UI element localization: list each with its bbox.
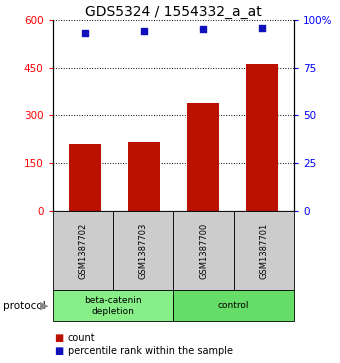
Point (141, 28, 147, 34)
Bar (245, 65, 278, 211)
Point (259, 25, 265, 30)
Point (200, 26, 206, 32)
Text: GSM1387702: GSM1387702 (79, 223, 87, 278)
Bar (128, 142, 160, 211)
Text: GSM1387700: GSM1387700 (199, 223, 208, 278)
Bar (69, 144, 101, 211)
Text: ▶: ▶ (40, 301, 49, 311)
Bar (187, 102, 219, 211)
Text: count: count (68, 333, 96, 343)
Title: GDS5324 / 1554332_a_at: GDS5324 / 1554332_a_at (85, 5, 262, 19)
Text: control: control (218, 301, 250, 310)
Text: ■: ■ (54, 333, 64, 343)
Text: GSM1387701: GSM1387701 (259, 223, 268, 278)
Point (82, 30, 88, 36)
Text: percentile rank within the sample: percentile rank within the sample (68, 346, 233, 356)
Text: beta-catenin
depletion: beta-catenin depletion (84, 296, 142, 315)
Text: protocol: protocol (3, 301, 46, 311)
Text: GSM1387703: GSM1387703 (139, 222, 148, 279)
Text: ■: ■ (54, 346, 64, 356)
